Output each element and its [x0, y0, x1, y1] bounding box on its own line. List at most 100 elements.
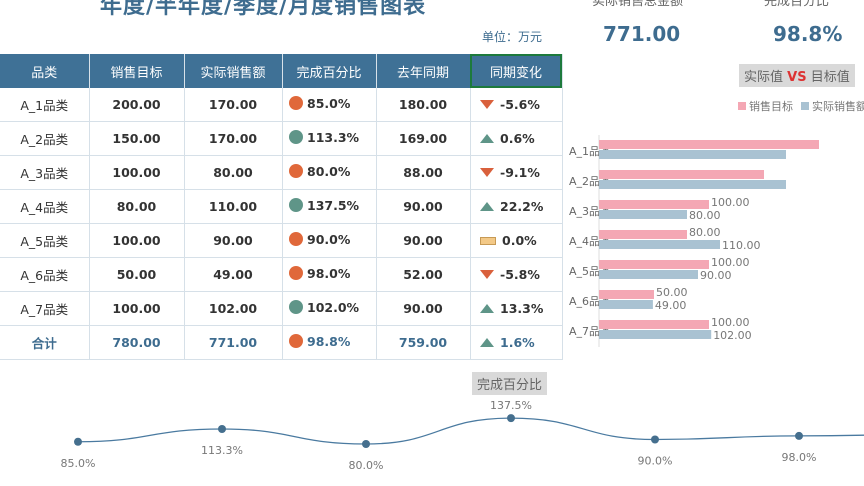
cell-last-year[interactable]: 90.00	[376, 291, 471, 326]
table-row: A_6品类 50.00 49.00 98.0% 52.00 -5.8%	[0, 257, 563, 292]
cell-last-year[interactable]: 52.00	[376, 257, 471, 292]
cell-yoy-change[interactable]: 22.2%	[470, 189, 563, 224]
completion-value: 98.0%	[307, 265, 351, 281]
cell-completion[interactable]: 98.0%	[282, 257, 377, 292]
cell-completion[interactable]: 98.8%	[282, 325, 377, 360]
cell-actual[interactable]: 170.00	[184, 121, 283, 156]
cell-last-year[interactable]: 180.00	[376, 88, 471, 122]
cell-category[interactable]: A_4品类	[0, 189, 90, 224]
cell-category[interactable]: A_3品类	[0, 155, 90, 190]
cell-last-year[interactable]: 90.00	[376, 223, 471, 258]
cell-target[interactable]: 780.00	[89, 325, 185, 360]
cell-target[interactable]: 50.00	[89, 257, 185, 292]
completion-wrap: 137.5%	[289, 198, 369, 213]
triangle-up-icon	[480, 338, 494, 347]
cell-actual[interactable]: 102.00	[184, 291, 283, 326]
cell-completion[interactable]: 80.0%	[282, 155, 377, 190]
cell-actual[interactable]: 170.00	[184, 88, 283, 122]
header-category[interactable]: 品类	[0, 54, 90, 88]
cell-yoy-change[interactable]: 0.6%	[470, 121, 563, 156]
change-wrap: 0.6%	[480, 131, 552, 146]
cell-completion[interactable]: 85.0%	[282, 88, 377, 122]
header-completion[interactable]: 完成百分比	[282, 54, 377, 88]
table-row: A_5品类 100.00 90.00 90.0% 90.00 0.0%	[0, 223, 563, 258]
cell-yoy-change[interactable]: 1.6%	[470, 325, 563, 360]
table-row: A_2品类 150.00 170.00 113.3% 169.00 0.6%	[0, 121, 563, 156]
triangle-up-icon	[480, 134, 494, 143]
line-value-label: 98.0%	[782, 451, 817, 464]
bar-actual	[599, 240, 720, 249]
cell-yoy-change[interactable]: -5.8%	[470, 257, 563, 292]
bar-target-value-label: 50.00	[656, 286, 688, 299]
change-value: 0.6%	[500, 131, 535, 146]
bar-target	[599, 320, 709, 329]
cell-category[interactable]: 合计	[0, 325, 90, 360]
header-last-year[interactable]: 去年同期	[376, 54, 471, 88]
change-value: 1.6%	[500, 335, 535, 350]
legend-item-target: 销售目标	[738, 98, 793, 114]
line-chart-title: 完成百分比	[472, 372, 548, 395]
cell-actual[interactable]: 771.00	[184, 325, 283, 360]
bar-target-value-label: 80.00	[689, 226, 721, 239]
completion-wrap: 85.0%	[289, 96, 369, 111]
cell-target[interactable]: 100.00	[89, 291, 185, 326]
cell-category[interactable]: A_2品类	[0, 121, 90, 156]
triangle-down-icon	[480, 270, 494, 279]
cell-category[interactable]: A_6品类	[0, 257, 90, 292]
cell-yoy-change[interactable]: -9.1%	[470, 155, 563, 190]
cell-last-year[interactable]: 90.00	[376, 189, 471, 224]
status-dot-icon	[289, 334, 303, 349]
cell-target[interactable]: 80.00	[89, 189, 185, 224]
bar-actual-value-label: 102.00	[713, 329, 752, 342]
cell-target[interactable]: 100.00	[89, 223, 185, 258]
cell-target[interactable]: 150.00	[89, 121, 185, 156]
bar-actual	[599, 330, 712, 339]
cell-target[interactable]: 200.00	[89, 88, 185, 122]
status-dot-icon	[289, 232, 303, 247]
cell-last-year[interactable]: 759.00	[376, 325, 471, 360]
cell-actual[interactable]: 90.00	[184, 223, 283, 258]
change-wrap: -5.8%	[480, 267, 552, 282]
bar-target	[599, 200, 709, 209]
cell-yoy-change[interactable]: -5.6%	[470, 88, 563, 122]
change-value: 0.0%	[502, 233, 537, 249]
legend-swatch-target	[738, 102, 746, 110]
cell-category[interactable]: A_1品类	[0, 88, 90, 122]
legend-label-actual: 实际销售额	[812, 100, 864, 113]
cell-category[interactable]: A_7品类	[0, 291, 90, 326]
cell-yoy-change[interactable]: 0.0%	[470, 223, 563, 258]
line-chart: 85.0%113.3%80.0%137.5%90.0%98.0%102.0%	[61, 400, 864, 472]
triangle-down-icon	[480, 168, 494, 177]
cell-actual[interactable]: 49.00	[184, 257, 283, 292]
bar-target-value-label: 100.00	[711, 196, 750, 209]
cell-completion[interactable]: 90.0%	[282, 223, 377, 258]
bar-actual-value-label: 49.00	[655, 299, 687, 312]
change-value: 22.2%	[500, 199, 544, 214]
cell-actual[interactable]: 80.00	[184, 155, 283, 190]
cell-target[interactable]: 100.00	[89, 155, 185, 190]
header-target[interactable]: 销售目标	[89, 54, 185, 88]
cell-yoy-change[interactable]: 13.3%	[470, 291, 563, 326]
cell-completion[interactable]: 137.5%	[282, 189, 377, 224]
header-yoy-change[interactable]: 同期变化	[470, 54, 563, 88]
bar-chart-title: 实际值 VS 目标值	[739, 64, 855, 87]
cell-completion[interactable]: 102.0%	[282, 291, 377, 326]
cell-actual[interactable]: 110.00	[184, 189, 283, 224]
completion-value: 137.5%	[307, 197, 360, 213]
change-value: 13.3%	[500, 301, 544, 316]
cell-completion[interactable]: 113.3%	[282, 121, 377, 156]
completion-wrap: 98.0%	[289, 266, 369, 281]
bar-actual-value-label: 90.00	[700, 269, 732, 282]
change-wrap: 1.6%	[480, 335, 552, 350]
line-point	[74, 437, 82, 446]
table-header-row: 品类 销售目标 实际销售额 完成百分比 去年同期 同期变化	[0, 54, 563, 88]
status-dot-icon	[289, 198, 303, 213]
header-actual[interactable]: 实际销售额	[184, 54, 283, 88]
cell-last-year[interactable]: 88.00	[376, 155, 471, 190]
bar-target	[599, 290, 654, 299]
cell-category[interactable]: A_5品类	[0, 223, 90, 258]
cell-last-year[interactable]: 169.00	[376, 121, 471, 156]
status-dot-icon	[289, 130, 303, 145]
status-dot-icon	[289, 96, 303, 111]
bar-actual-value-label: 80.00	[689, 209, 721, 222]
